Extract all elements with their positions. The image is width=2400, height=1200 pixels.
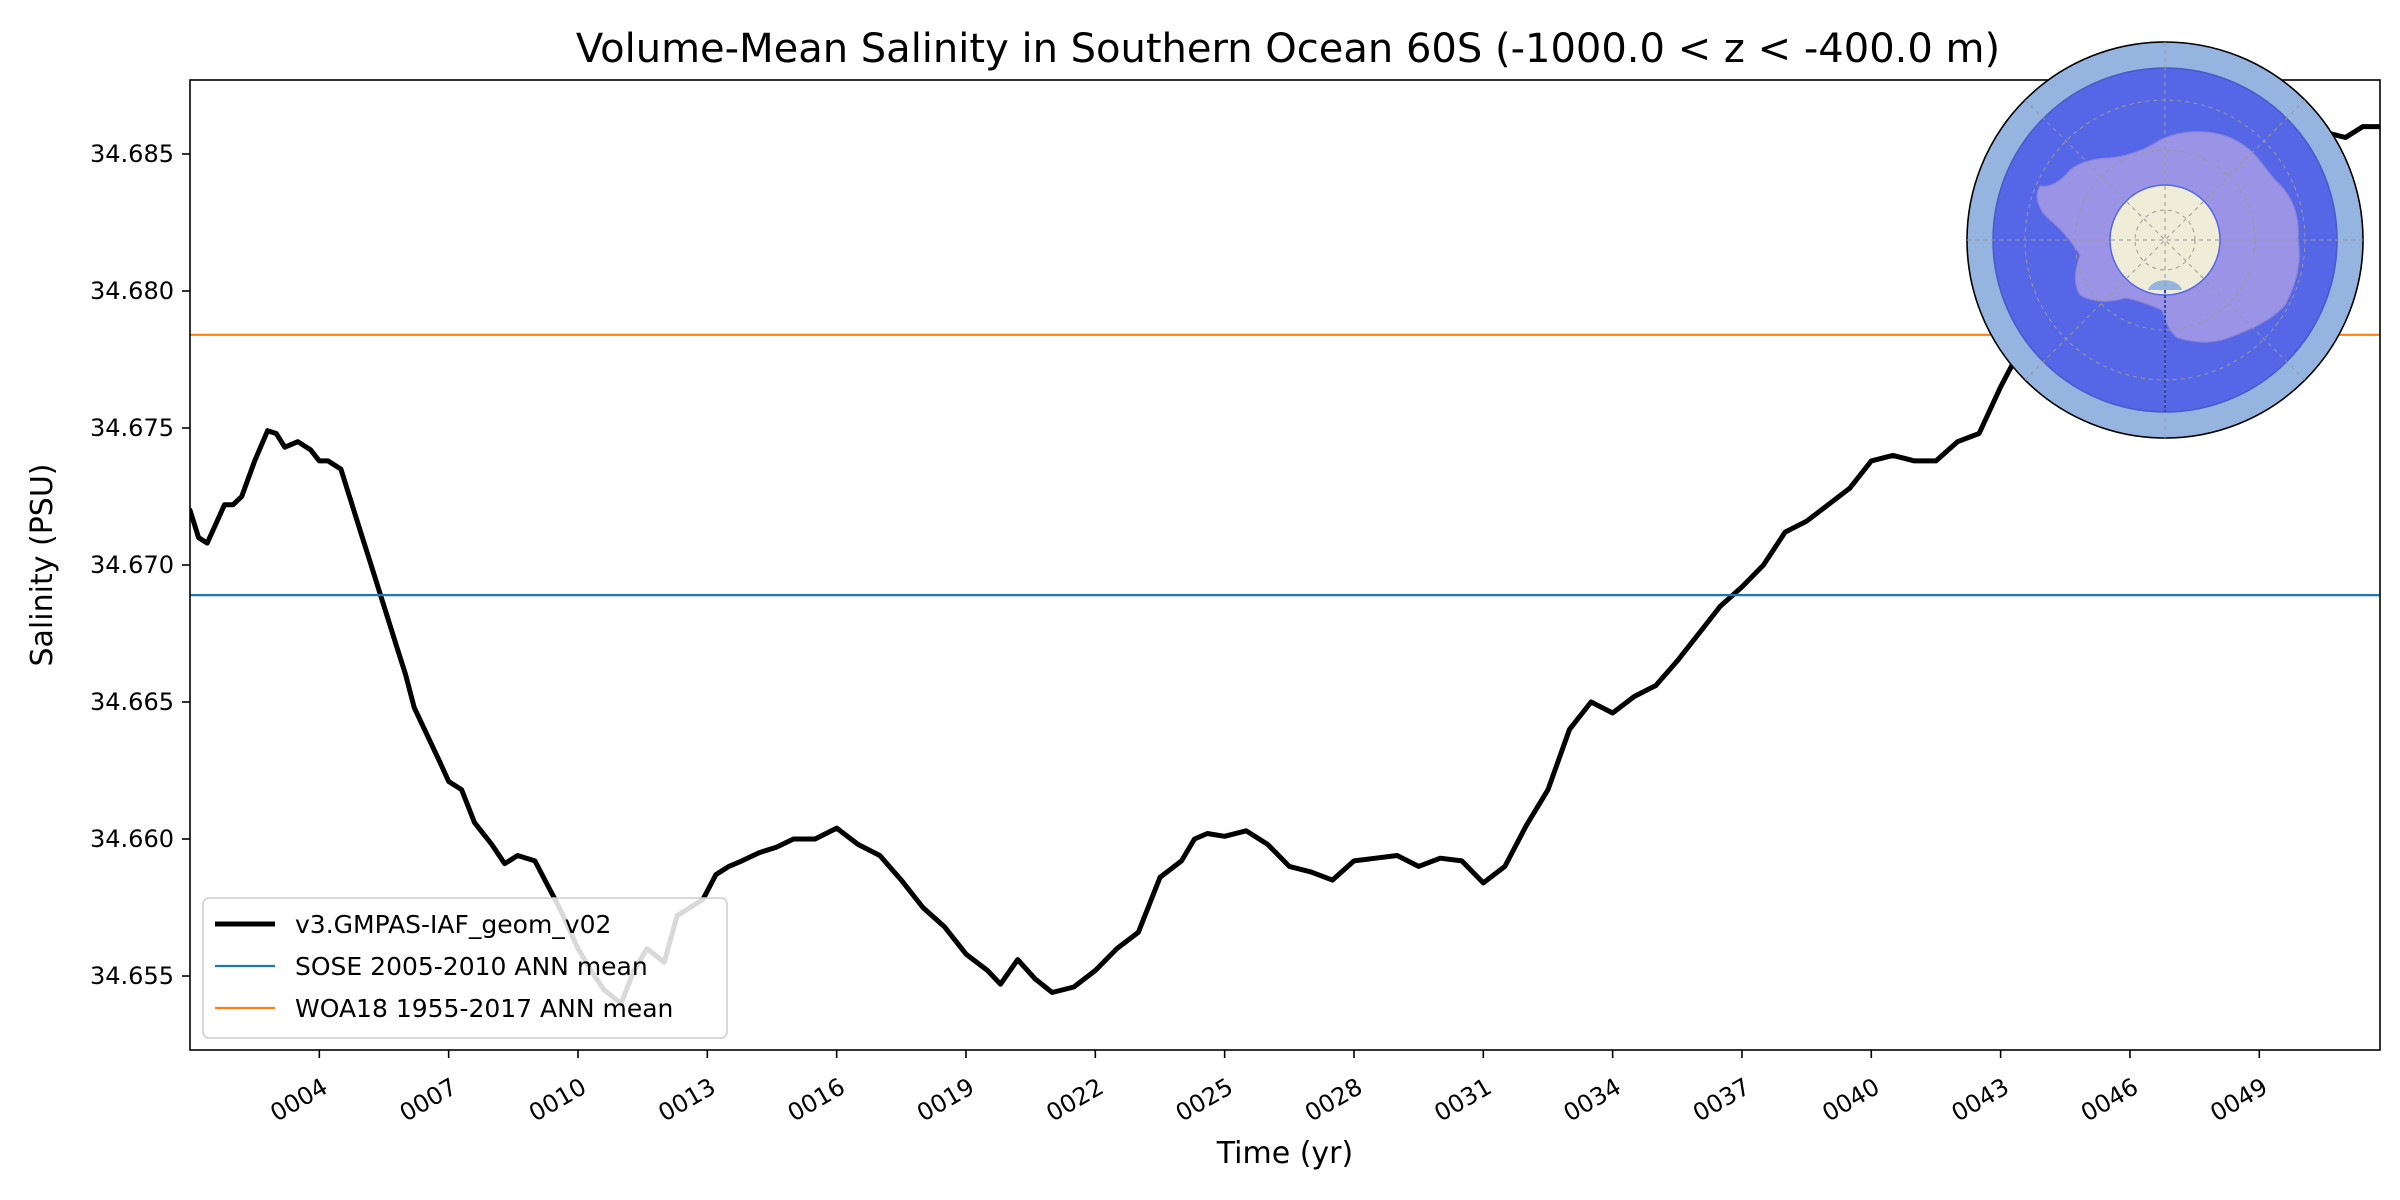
y-tick-label: 34.670 — [90, 551, 174, 579]
x-tick-label: 0013 — [653, 1073, 720, 1128]
x-tick-label: 0004 — [266, 1073, 333, 1128]
x-tick-label: 0034 — [1559, 1073, 1626, 1128]
x-tick-label: 0016 — [783, 1073, 850, 1128]
y-tick-label: 34.680 — [90, 277, 174, 305]
x-tick-label: 0049 — [2205, 1073, 2272, 1128]
chart-title: Volume-Mean Salinity in Southern Ocean 6… — [576, 26, 2000, 72]
x-tick-label: 0028 — [1300, 1073, 1367, 1128]
legend-box — [202, 897, 728, 1039]
x-tick-label: 0040 — [1817, 1073, 1884, 1128]
y-tick-label: 34.660 — [90, 825, 174, 853]
legend-label-woa18: WOA18 1955-2017 ANN mean — [295, 994, 673, 1023]
pole-cap — [2109, 184, 2221, 296]
y-tick-label: 34.655 — [90, 962, 174, 990]
legend-label-model: v3.GMPAS-IAF_geom_v02 — [295, 910, 611, 939]
southern-ocean-region-map — [1966, 41, 2364, 439]
x-tick-label: 0043 — [1947, 1073, 2014, 1128]
series-line-0 — [190, 124, 2380, 1006]
x-tick-label: 0022 — [1041, 1073, 1108, 1128]
y-tick-label: 34.685 — [90, 140, 174, 168]
y-tick-label: 34.675 — [90, 414, 174, 442]
x-tick-label: 0031 — [1429, 1073, 1496, 1128]
x-tick-label: 0019 — [912, 1073, 979, 1128]
x-tick-label: 0037 — [1688, 1073, 1755, 1128]
x-axis: 0004 0007 0010 0013 0016 0019 0022 0025 0028 0031… — [266, 1050, 2272, 1128]
x-tick-label: 0007 — [395, 1073, 462, 1128]
y-axis: 34.655 34.660 34.665 34.670 34.675 34.680 34.6… — [90, 140, 190, 990]
x-axis-title: Time (yr) — [1216, 1136, 1353, 1171]
x-tick-label: 0025 — [1171, 1073, 1238, 1128]
x-tick-label: 0010 — [524, 1073, 591, 1128]
y-tick-label: 34.665 — [90, 688, 174, 716]
x-tick-label: 0046 — [2076, 1073, 2143, 1128]
y-axis-title: Salinity (PSU) — [25, 464, 60, 667]
legend-label-sose: SOSE 2005-2010 ANN mean — [295, 952, 648, 981]
legend: v3.GMPAS-IAF_geom_v02 SOSE 2005-2010 ANN… — [202, 897, 728, 1039]
